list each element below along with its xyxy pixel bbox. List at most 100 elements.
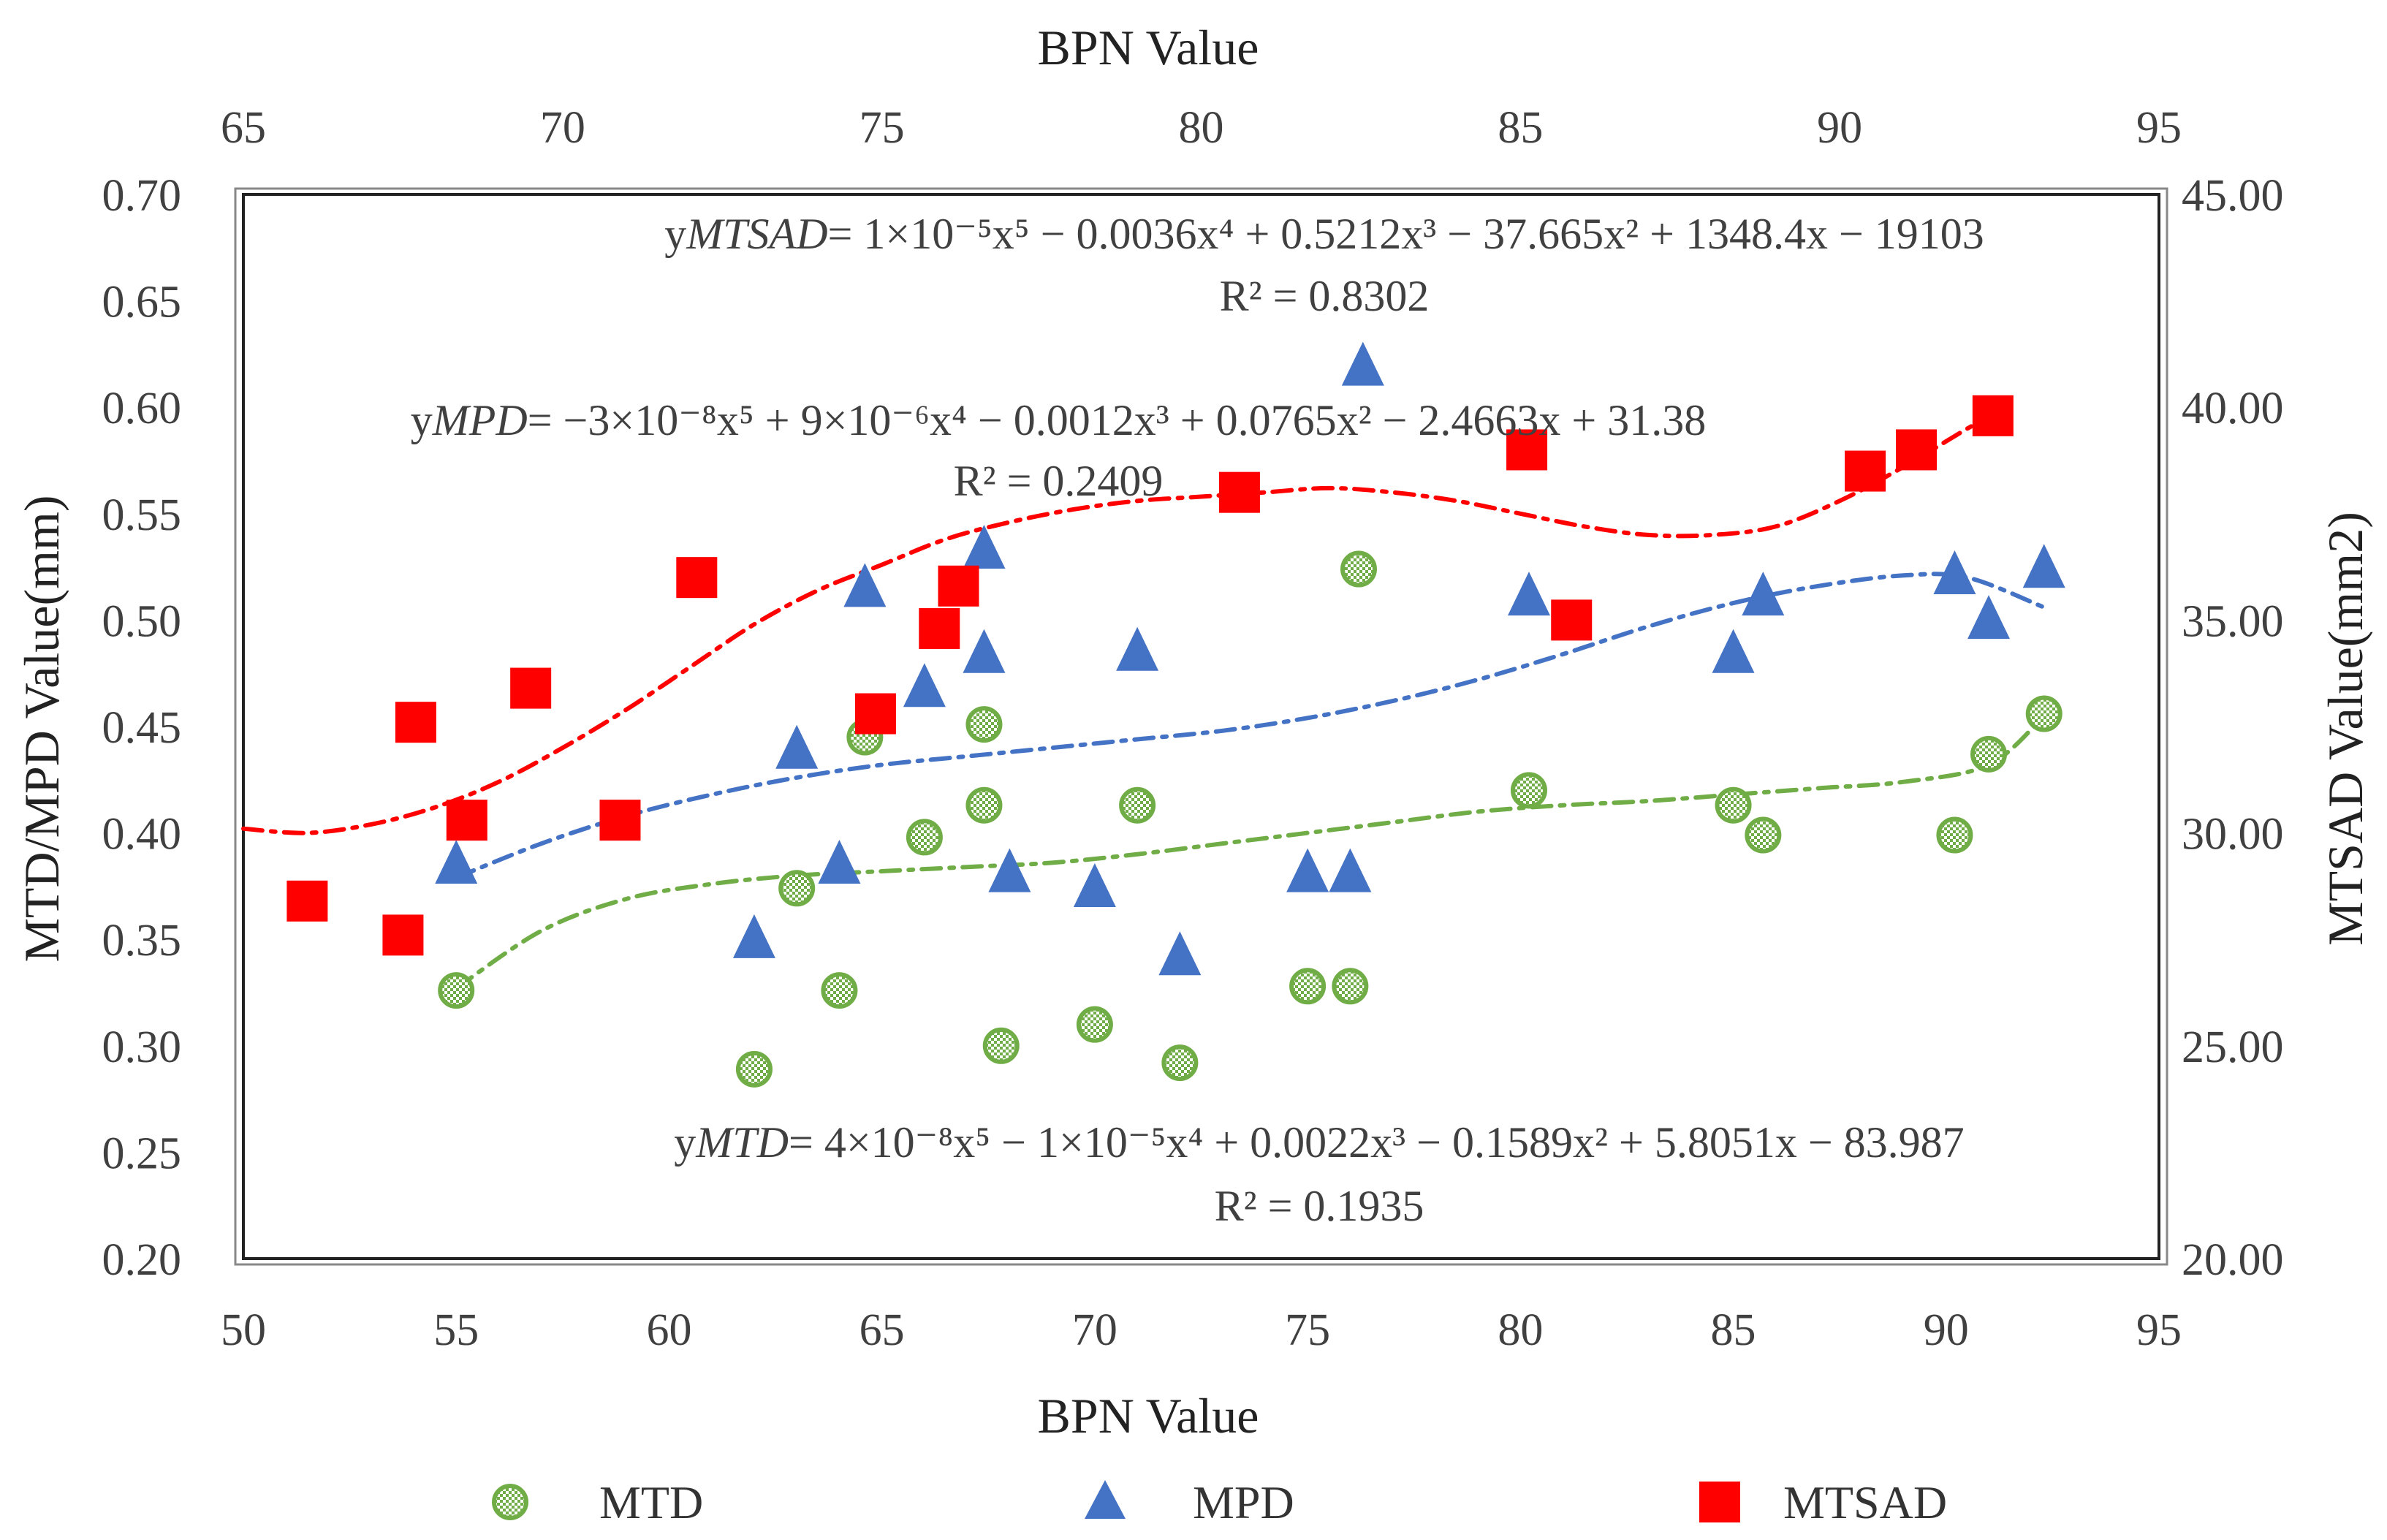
mtd-point: [1745, 816, 1782, 854]
x-top-tick-label: 65: [221, 103, 266, 153]
legend-item-mtd[interactable]: MTD: [492, 1476, 703, 1528]
mpd-point: [1967, 595, 2011, 640]
y-left-axis-title: MTD/MPD Value(mm): [14, 495, 69, 962]
mtsad-point: [286, 880, 328, 922]
equation-mtd-subscript: MTD: [695, 1118, 789, 1167]
x-bottom-tick-label: 65: [859, 1305, 905, 1355]
x-top-tick-label: 85: [1498, 103, 1543, 153]
mtd-point: [438, 972, 475, 1009]
y-left-tick-label: 0.60: [102, 384, 182, 433]
x-top-tick-label: 80: [1179, 103, 1224, 153]
legend-mpd-label: MPD: [1193, 1476, 1294, 1528]
legend: MTD MPD MTSAD: [492, 1476, 1947, 1528]
legend-item-mpd[interactable]: MPD: [1085, 1476, 1294, 1528]
y-right-tick-labels: 20.00 25.00 30.00 35.00 40.00 45.00: [2182, 171, 2284, 1285]
y-right-tick-label: 40.00: [2182, 384, 2284, 433]
x-bottom-tick-label: 75: [1285, 1305, 1330, 1355]
mtd-point: [1161, 1044, 1199, 1082]
mpd-point: [775, 724, 819, 769]
mtsad-point: [510, 667, 552, 709]
y-right-tick-label: 20.00: [2182, 1235, 2284, 1285]
mpd-point: [988, 848, 1031, 892]
equation-mtsad-r2: R² = 0.8302: [1220, 272, 1430, 320]
equation-mtsad-prefix: y: [664, 210, 686, 258]
mtd-point: [1715, 786, 1752, 824]
equation-mpd: yMPD= −3×10⁻⁸x⁵ + 9×10⁻⁶x⁴ − 0.0012x³ + …: [411, 396, 1707, 505]
mtd-point: [1340, 550, 1378, 588]
equation-mpd-body: = −3×10⁻⁸x⁵ + 9×10⁻⁶x⁴ − 0.0012x³ + 0.07…: [528, 396, 1707, 444]
equation-mtsad: yMTSAD= 1×10⁻⁵x⁵ − 0.0036x⁴ + 0.5212x³ −…: [664, 210, 1984, 320]
y-right-axis-title: MTSAD Value(mm2): [2318, 512, 2373, 946]
plot-area-inner-border: [242, 193, 2160, 1260]
x-top-tick-label: 90: [1817, 103, 1862, 153]
svg-text:yMTSAD= 1×10⁻⁵x⁵ − 0.0036x⁴ +: yMTSAD= 1×10⁻⁵x⁵ − 0.0036x⁴ + 0.5212x³ −…: [664, 210, 1984, 258]
y-right-tick-label: 45.00: [2182, 171, 2284, 221]
x-bottom-axis-title: BPN Value: [1038, 1388, 1259, 1444]
mpd-point: [963, 629, 1006, 673]
y-left-tick-label: 0.30: [102, 1023, 182, 1072]
mtsad-point: [1845, 450, 1886, 492]
mtd-point: [1119, 786, 1156, 824]
x-bottom-tick-label: 60: [646, 1305, 691, 1355]
legend-mtsad-marker: [1699, 1482, 1740, 1522]
mtsad-point: [1506, 429, 1548, 471]
mtd-point: [965, 706, 1003, 743]
mtd-point: [965, 786, 1003, 824]
y-left-tick-label: 0.20: [102, 1235, 182, 1285]
y-right-tick-label: 35.00: [2182, 596, 2284, 646]
mtsad-point: [854, 693, 896, 735]
mtsad-point: [1972, 395, 2014, 436]
mtsad-point: [919, 608, 960, 650]
y-left-tick-label: 0.70: [102, 171, 182, 221]
x-top-axis-title: BPN Value: [1038, 20, 1259, 75]
mpd-point: [1341, 341, 1384, 386]
legend-mtd-label: MTD: [599, 1476, 703, 1528]
legend-item-mtsad[interactable]: MTSAD: [1699, 1476, 1947, 1528]
y-right-tick-label: 25.00: [2182, 1023, 2284, 1072]
equation-mtd: yMTD= 4×10⁻⁸x⁵ − 1×10⁻⁵x⁴ + 0.0022x³ − 0…: [674, 1118, 1964, 1230]
x-bottom-tick-label: 55: [433, 1305, 479, 1355]
mtd-point: [906, 819, 943, 856]
equation-mpd-subscript: MPD: [432, 396, 528, 444]
mpd-point: [435, 839, 478, 884]
mpd-point: [1158, 931, 1202, 976]
plot-area-outer-border: [234, 187, 2168, 1266]
mtd-point: [1332, 968, 1369, 1005]
mpd-point: [2022, 544, 2065, 588]
mtd-point: [1936, 816, 1973, 854]
equation-mtd-prefix: y: [674, 1118, 696, 1167]
equation-mtsad-body: = 1×10⁻⁵x⁵ − 0.0036x⁴ + 0.5212x³ − 37.66…: [828, 210, 1984, 258]
trendline-mpd: [454, 572, 2046, 880]
mtd-point: [1289, 968, 1327, 1005]
x-bottom-tick-label: 95: [2136, 1305, 2182, 1355]
y-left-tick-label: 0.45: [102, 703, 182, 753]
y-left-tick-label: 0.35: [102, 916, 182, 966]
y-left-tick-labels: 0.20 0.25 0.30 0.35 0.40 0.45 0.50 0.55 0.60 0.65…: [102, 171, 182, 1285]
mtsad-point: [938, 565, 979, 607]
x-top-tick-label: 75: [859, 103, 905, 153]
mpd-point: [1507, 572, 1550, 616]
mtd-point: [1510, 772, 1547, 809]
trendline-mtsad: [241, 409, 2002, 835]
x-bottom-tick-label: 90: [1924, 1305, 1969, 1355]
mpd-point: [818, 839, 861, 884]
mpd-point: [963, 525, 1006, 569]
mpd-point: [732, 914, 775, 958]
x-top-tick-label: 95: [2136, 103, 2182, 153]
y-left-tick-label: 0.55: [102, 490, 182, 540]
mtd-point: [1076, 1006, 1113, 1043]
legend-mpd-marker: [1085, 1480, 1126, 1519]
mtsad-point: [382, 914, 424, 956]
trendline-mtd: [454, 713, 2046, 991]
mpd-point: [903, 663, 946, 708]
mpd-point: [1116, 626, 1159, 671]
mtsad-point: [599, 800, 641, 841]
y-left-tick-label: 0.65: [102, 278, 182, 327]
legend-mtsad-label: MTSAD: [1783, 1476, 1947, 1528]
y-right-tick-label: 30.00: [2182, 810, 2284, 860]
x-bottom-tick-label: 85: [1711, 1305, 1756, 1355]
mtd-point: [1970, 735, 2008, 773]
mtd-point: [982, 1027, 1020, 1064]
trendlines: [241, 409, 2046, 991]
mpd-point: [1329, 848, 1372, 892]
